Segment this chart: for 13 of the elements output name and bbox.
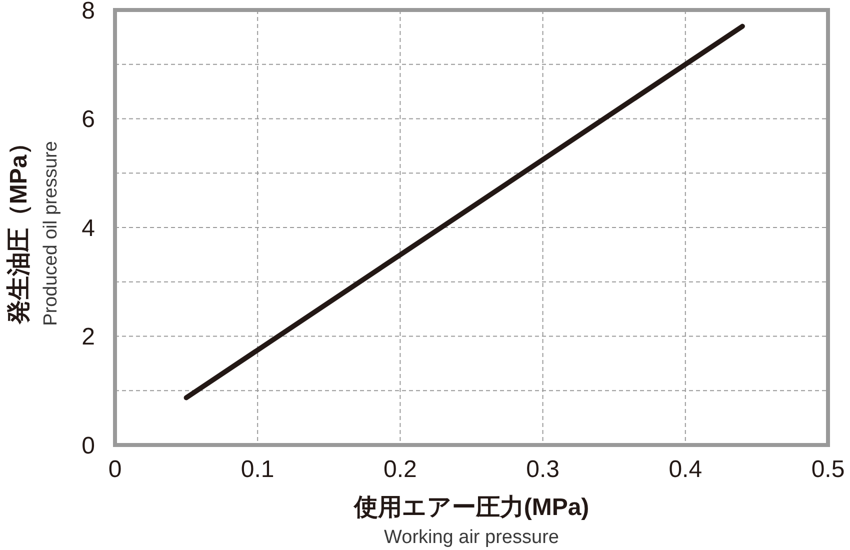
x-tick-label: 0 (108, 456, 122, 483)
x-axis-title: 使用エアー圧力(MPa) Working air pressure (352, 494, 590, 548)
x-tick-label: 0.5 (811, 456, 845, 483)
y-tick-label: 6 (82, 106, 95, 134)
x-tick-label: 0.4 (668, 456, 702, 483)
y-tick-label: 2 (82, 324, 95, 351)
x-tick-label: 0.3 (526, 456, 560, 483)
y-tick-label: 0 (82, 432, 95, 460)
x-tick-label: 0.1 (240, 456, 274, 483)
y-axis-title: 発生油圧（MPa） Produced oil pressure (5, 130, 62, 326)
y-tick-label: 8 (82, 0, 95, 24)
y-tick-label: 4 (82, 214, 95, 242)
x-tick-label: 0.2 (384, 456, 417, 483)
